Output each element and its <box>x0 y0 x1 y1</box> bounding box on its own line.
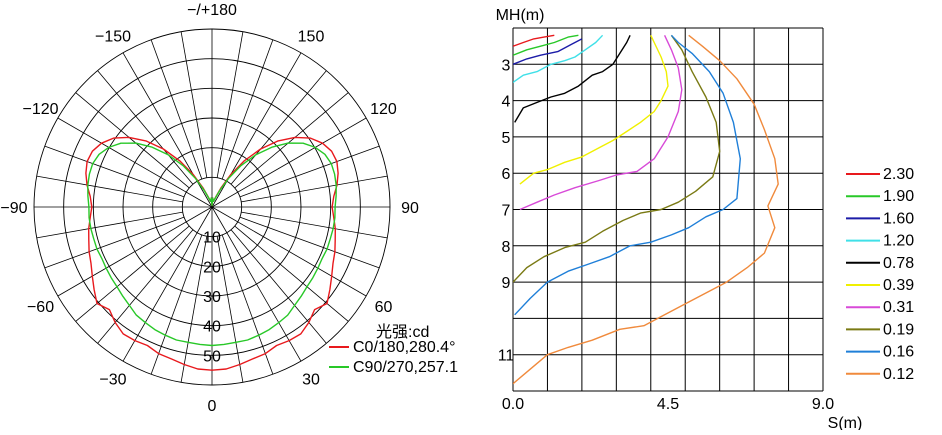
polar-spoke <box>211 206 367 297</box>
isolux-curve <box>513 34 721 283</box>
isolux-curve <box>514 35 631 123</box>
polar-spoke <box>44 145 185 198</box>
isolux-legend: 2.30 1.90 1.60 1.20 0.78 0.39 0.31 0.19 0.16 0.12 <box>846 166 914 383</box>
polar-spoke <box>216 236 244 383</box>
polar-spoke <box>97 70 194 185</box>
polar-spoke <box>150 234 203 375</box>
polar-angle-label: −30 <box>99 371 126 388</box>
polar-spoke <box>36 211 183 239</box>
y-axis-title: MH(m) <box>496 7 545 24</box>
isolux-x-tick: 0.0 <box>502 396 524 413</box>
polar-spoke <box>234 92 349 189</box>
isolux-legend-label: 0.12 <box>883 366 914 383</box>
isolux-curve <box>519 35 669 185</box>
isolux-y-tick: 8 <box>502 239 511 256</box>
polar-spoke <box>97 229 194 344</box>
polar-angle-label: −90 <box>0 200 27 217</box>
isolux-curves <box>513 34 779 385</box>
polar-spoke <box>180 236 208 383</box>
isolux-curve <box>513 34 555 47</box>
polar-spoke <box>239 145 380 198</box>
polar-spoke <box>230 70 327 185</box>
polar-radial-label: 30 <box>203 289 221 306</box>
polar-unit-label: 光强:cd <box>376 323 429 341</box>
polar-angle-label: 60 <box>375 299 393 316</box>
isolux-legend-label: 1.60 <box>883 210 914 227</box>
polar-spoke <box>211 117 367 208</box>
isolux-axis-labels: MH(m) S(m) 0.0 4.5 9.0 3 4 5 6 7 8 9 11 <box>496 7 863 432</box>
polar-radial-label: 10 <box>203 230 221 247</box>
polar-spoke <box>241 211 388 239</box>
isolux-x-tick: 9.0 <box>812 396 834 413</box>
isolux-curve <box>513 34 579 56</box>
polar-curve <box>85 136 339 371</box>
polar-angle-label: 150 <box>298 29 325 46</box>
isolux-y-tick: 7 <box>502 203 511 220</box>
polar-intensity-chart: 0 30 60 90 120 150 −/+180 −150 −120 −90 −60 −30 10 20… <box>0 2 458 415</box>
polar-spoke <box>221 39 274 180</box>
polar-spoke <box>239 216 380 269</box>
polar-angle-label: −120 <box>23 101 59 118</box>
polar-angle-label: −/+180 <box>187 2 237 19</box>
polar-curves <box>85 136 339 371</box>
polar-radial-label: 40 <box>203 319 221 336</box>
isolux-y-tick: 3 <box>502 57 511 74</box>
polar-spoke <box>216 31 244 178</box>
polar-legend-label: C90/270,257.1 <box>353 359 458 376</box>
isolux-chart: MH(m) S(m) 0.0 4.5 9.0 3 4 5 6 7 8 9 11 2.30 1.90 1.… <box>496 7 915 432</box>
polar-radial-label: 20 <box>203 259 221 276</box>
isolux-curve <box>513 38 583 65</box>
isolux-y-tick: 11 <box>498 348 515 365</box>
polar-angle-label: 120 <box>370 101 397 118</box>
isolux-legend-label: 0.19 <box>883 321 914 338</box>
polar-angle-label: 90 <box>401 200 419 217</box>
polar-spoke <box>221 234 274 375</box>
isolux-y-tick: 5 <box>502 130 511 147</box>
isolux-y-tick: 4 <box>502 94 511 111</box>
polar-spoke <box>36 175 183 203</box>
isolux-legend-label: 0.39 <box>883 277 914 294</box>
polar-angle-label: 0 <box>208 398 217 415</box>
polar-spoke <box>57 117 213 208</box>
isolux-y-tick: 6 <box>502 166 511 183</box>
isolux-curve <box>513 34 779 385</box>
polar-legend-label: C0/180,280.4° <box>353 339 455 356</box>
polar-spoke <box>57 206 213 297</box>
polar-spoke <box>75 92 190 189</box>
isolux-legend-label: 2.30 <box>883 166 914 183</box>
isolux-y-tick: 9 <box>502 275 511 292</box>
polar-legend: C0/180,280.4° C90/270,257.1 <box>329 339 458 376</box>
polar-spoke <box>230 229 327 344</box>
polar-angle-label: 30 <box>302 371 320 388</box>
isolux-legend-label: 1.20 <box>883 233 914 250</box>
isolux-legend-label: 1.90 <box>883 188 914 205</box>
polar-radial-label: 50 <box>203 348 221 365</box>
polar-angle-label: −60 <box>27 299 54 316</box>
x-axis-title: S(m) <box>828 415 863 430</box>
isolux-x-tick: 4.5 <box>657 396 679 413</box>
polar-spoke <box>211 206 302 362</box>
polar-spoke <box>122 206 213 362</box>
isolux-legend-label: 0.31 <box>883 299 914 316</box>
polar-grid <box>33 28 391 386</box>
polar-spoke <box>75 225 190 322</box>
isolux-curve <box>513 34 604 83</box>
polar-spoke <box>234 225 349 322</box>
polar-spoke <box>44 216 185 269</box>
isolux-curve <box>514 34 741 316</box>
polar-spoke <box>150 39 203 180</box>
isolux-grid <box>512 27 824 392</box>
isolux-legend-label: 0.16 <box>883 344 914 361</box>
isolux-legend-label: 0.78 <box>883 255 914 272</box>
polar-curve <box>87 142 337 347</box>
polar-spoke <box>241 175 388 203</box>
polar-labels: 0 30 60 90 120 150 −/+180 −150 −120 −90 −60 −30 10 20… <box>0 2 419 415</box>
polar-spoke <box>180 31 208 178</box>
isolux-curve <box>519 35 683 211</box>
polar-angle-label: −150 <box>95 29 131 46</box>
